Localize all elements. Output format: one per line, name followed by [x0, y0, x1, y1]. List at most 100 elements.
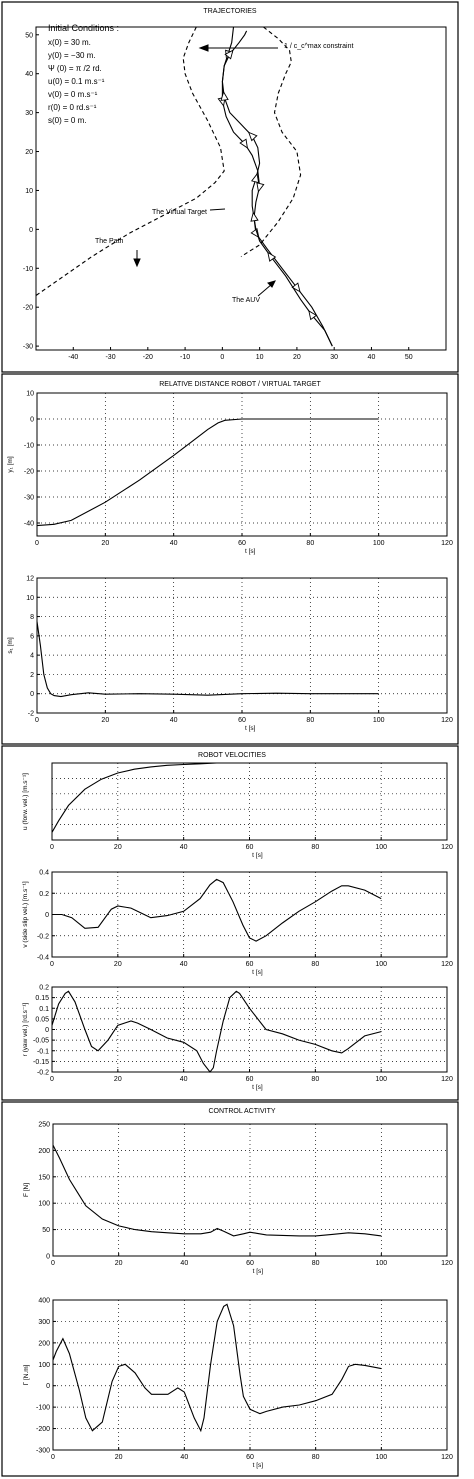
annotation-constraint: 1 / c_c^max constraint — [284, 43, 353, 50]
initial-condition-psi: Ψ (0) = π /2 rd. — [48, 64, 102, 73]
y-tick-label: -20 — [24, 469, 34, 476]
section-title-relative-distance: RELATIVE DISTANCE ROBOT / VIRTUAL TARGET — [159, 381, 321, 388]
series-line-3 — [240, 26, 302, 258]
x-tick-label: 0 — [220, 354, 224, 361]
y-tick-label: 0.05 — [35, 1016, 49, 1023]
y-tick-label: 6 — [30, 633, 34, 640]
initial-conditions-heading: Initial Conditions : — [48, 23, 119, 33]
x-tick-label: 40 — [180, 961, 188, 968]
series-line-0 — [51, 990, 382, 1073]
y-tick-label: -0.2 — [37, 933, 49, 940]
y-tick-label: -30 — [24, 495, 34, 502]
annotation-arrows — [133, 44, 278, 297]
y-tick-label: -20 — [23, 305, 33, 312]
section-title-control: CONTROL ACTIVITY — [208, 1108, 275, 1115]
panel-trajectories — [1, 1, 459, 373]
section-title-trajectories: TRAJECTORIES — [203, 8, 256, 15]
x-tick-label: 100 — [375, 961, 387, 968]
series-line-2 — [35, 26, 225, 296]
y-axis-label: v (side slip vel.) [m.s⁻¹] — [22, 881, 29, 947]
x-tick-label: -20 — [143, 354, 153, 361]
y-tick-label: -10 — [23, 266, 33, 273]
y-tick-label: -30 — [23, 344, 33, 351]
x-tick-label: 120 — [441, 844, 453, 851]
trajectory-marker — [291, 282, 301, 293]
y-tick-label: 50 — [25, 32, 33, 39]
x-tick-label: 60 — [246, 1076, 254, 1083]
initial-condition-r: r(0) = 0 rd.s⁻¹ — [48, 103, 97, 112]
y-tick-label: 40 — [25, 71, 33, 78]
trajectory-marker — [267, 251, 277, 262]
y-axis-label: r (yaw vel.) [rd.s⁻¹] — [22, 1002, 29, 1056]
x-tick-label: 30 — [330, 354, 338, 361]
section-title-velocities: ROBOT VELOCITIES — [198, 752, 266, 759]
x-axis-label: t [s] — [252, 852, 263, 859]
x-tick-label: 100 — [375, 1076, 387, 1083]
y-tick-label: -2 — [28, 711, 34, 718]
y-tick-label: -300 — [36, 1448, 50, 1455]
y-tick-label: 4 — [30, 653, 34, 660]
x-tick-label: 60 — [238, 540, 246, 547]
y-tick-label: 0 — [45, 912, 49, 919]
axes-frame — [52, 1299, 448, 1451]
x-tick-label: 60 — [246, 1454, 254, 1461]
y-tick-label: 100 — [38, 1201, 50, 1208]
y-tick-label: 0.2 — [39, 985, 49, 992]
series-line-0 — [52, 878, 382, 942]
y-tick-label: 0 — [29, 227, 33, 234]
y-tick-label: -0.15 — [33, 1059, 49, 1066]
x-tick-label: 40 — [180, 1076, 188, 1083]
x-tick-label: 0 — [51, 1260, 55, 1267]
x-tick-label: 100 — [375, 844, 387, 851]
x-tick-label: 100 — [375, 1454, 387, 1461]
x-tick-label: 0 — [50, 1076, 54, 1083]
panel-borders — [1, 1, 459, 1477]
x-tick-label: 120 — [441, 961, 453, 968]
x-tick-label: 10 — [256, 354, 264, 361]
series-line-0 — [52, 1303, 382, 1433]
x-tick-label: 120 — [441, 1260, 453, 1267]
y-tick-label: 30 — [25, 110, 33, 117]
chart-3: 0 20 40 60 80 100 120 t [s] u (forw. vel.) [m.s⁻… — [22, 762, 453, 859]
y-tick-label: 20 — [25, 149, 33, 156]
axes-frame — [51, 762, 448, 841]
y-tick-label: -0.05 — [33, 1038, 49, 1045]
x-tick-label: 60 — [246, 1260, 254, 1267]
y-axis-label: s₁ [m] — [7, 637, 14, 653]
initial-condition-u: u(0) = 0.1 m.s⁻¹ — [48, 77, 105, 86]
series-line-0 — [36, 621, 379, 698]
x-tick-label: 40 — [368, 354, 376, 361]
x-tick-label: -30 — [105, 354, 115, 361]
y-tick-label: 0.1 — [39, 1006, 49, 1013]
y-tick-label: 2 — [30, 672, 34, 679]
trajectory-marker — [224, 49, 234, 60]
arrowhead-auv — [267, 280, 276, 288]
x-tick-label: 120 — [441, 1454, 453, 1461]
initial-condition-y: y(0) = −30 m. — [48, 51, 96, 60]
series-line-0 — [36, 418, 379, 527]
arrow-auv — [257, 283, 273, 297]
x-tick-label: 0 — [51, 1454, 55, 1461]
y-tick-label: 50 — [42, 1227, 50, 1234]
x-tick-label: 100 — [373, 717, 385, 724]
y-tick-label: -10 — [24, 443, 34, 450]
y-tick-label: 0 — [30, 691, 34, 698]
x-tick-label: 80 — [306, 540, 314, 547]
trajectory-marker — [239, 138, 248, 149]
chart-5: 0 20 40 60 80 100 120 0.2 0.15 0.1 0.05 0 -0.05 -0.1 -… — [22, 985, 453, 1092]
section-titles: TRAJECTORIES RELATIVE DISTANCE ROBOT / V… — [159, 8, 321, 1115]
x-tick-label: 20 — [293, 354, 301, 361]
x-tick-label: 0 — [50, 844, 54, 851]
y-tick-label: 200 — [38, 1340, 50, 1347]
x-tick-label: 80 — [312, 1454, 320, 1461]
x-tick-label: 20 — [115, 1454, 123, 1461]
y-tick-label: 0.2 — [39, 891, 49, 898]
initial-condition-s: s(0) = 0 m. — [48, 116, 86, 125]
y-axis-label: F [N] — [23, 1183, 30, 1197]
y-tick-label: 300 — [38, 1319, 50, 1326]
x-axis-label: t [s] — [252, 969, 263, 976]
x-tick-label: 40 — [180, 1454, 188, 1461]
arrow-virtual-target — [209, 208, 226, 211]
